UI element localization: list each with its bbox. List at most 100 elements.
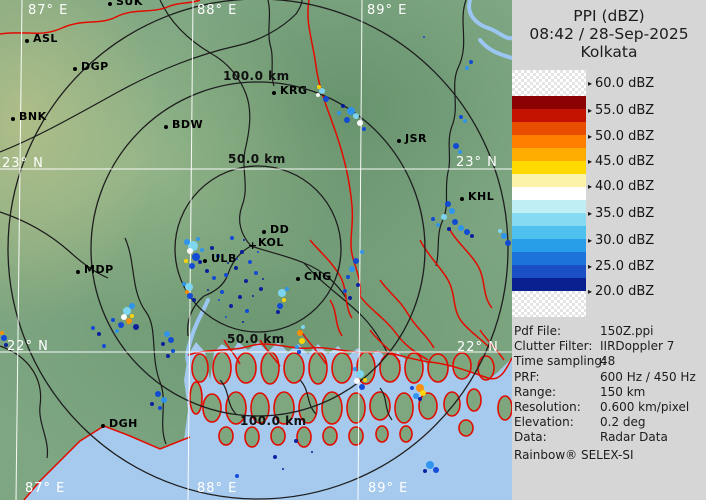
radar-echo	[413, 393, 419, 399]
city-dot	[296, 277, 300, 281]
info-row-label: Range:	[514, 384, 557, 399]
panel-header: PPI (dBZ) 08:42 / 28-Sep-2025 Kolkata	[512, 7, 706, 61]
delta-island	[418, 392, 438, 420]
info-row: Elevation: 0.2 deg	[514, 415, 706, 430]
radar-echo	[465, 66, 469, 70]
state-boundary-red	[479, 329, 505, 361]
district-boundary	[267, 0, 275, 87]
radar-echo	[458, 225, 464, 231]
city-dot	[11, 117, 15, 121]
delta-island	[452, 352, 472, 380]
product-title: PPI (dBZ)	[573, 7, 645, 25]
city-dot	[397, 139, 401, 143]
radar-echo	[218, 299, 220, 301]
radar-echo	[276, 310, 280, 314]
radar-echo	[220, 290, 224, 294]
info-row-value: 150 km	[600, 384, 646, 399]
district-boundary	[124, 237, 167, 445]
radar-echo	[277, 303, 283, 309]
radar-echo	[227, 262, 229, 264]
delta-island	[399, 425, 413, 443]
info-row-value: 150Z.ppi	[600, 324, 654, 338]
legend-color-band	[512, 239, 586, 252]
radar-echo	[348, 296, 352, 300]
radar-echo	[4, 343, 8, 347]
delta-island	[235, 352, 257, 384]
legend-arrow-icon: ▸	[588, 208, 593, 218]
delta-island	[273, 391, 295, 425]
district-boundary	[0, 211, 109, 279]
legend-color-band	[512, 213, 586, 226]
range-ring-label: 50.0 km	[228, 152, 286, 166]
delta-island	[189, 381, 203, 415]
legend-arrow-icon: ▸	[588, 261, 593, 271]
info-row-label: Clutter Filter:	[514, 339, 593, 354]
legend-color-band	[512, 70, 586, 96]
radar-echo	[426, 461, 434, 469]
radar-echo	[200, 248, 204, 252]
radar-echo	[133, 324, 139, 330]
radar-echo	[192, 298, 196, 302]
city-label-cng: CNG	[304, 270, 332, 283]
radar-echo	[359, 384, 365, 390]
state-boundary-red	[223, 339, 241, 365]
radar-echo	[121, 314, 127, 320]
delta-island	[458, 419, 474, 437]
radar-echo	[97, 332, 101, 336]
radar-echo	[416, 384, 424, 392]
radar-echo	[129, 303, 135, 309]
range-ring	[90, 81, 426, 417]
info-row: Resolution: 0.600 km/pixel	[514, 400, 706, 415]
radar-echo	[252, 295, 254, 297]
radar-echo	[357, 120, 363, 126]
info-row-label: Pdf File:	[514, 324, 562, 338]
district-boundary	[447, 0, 467, 173]
state-boundary-red	[23, 425, 191, 500]
radar-echo	[356, 283, 360, 287]
river	[478, 38, 512, 60]
radar-echo	[185, 283, 193, 291]
radar-echo	[238, 295, 242, 299]
radar-echo	[123, 307, 131, 315]
radar-echo	[198, 260, 202, 264]
delta-island	[296, 426, 312, 448]
city-label-khl: KHL	[468, 190, 495, 203]
state-boundary-red	[0, 0, 201, 35]
radar-echo	[189, 263, 195, 269]
longitude-label: 89° E	[367, 3, 408, 18]
radar-echo	[216, 254, 220, 258]
legend-color-band	[512, 291, 586, 317]
radar-echo	[196, 237, 200, 241]
longitude-label: 87° E	[25, 481, 66, 496]
radar-echo	[187, 293, 193, 299]
legend-threshold-text: 40.0 dBZ	[595, 178, 655, 194]
range-ring	[174, 165, 342, 333]
legend-color-band	[512, 96, 586, 109]
delta-island	[497, 395, 512, 421]
radar-echo	[0, 331, 4, 335]
radar-echo	[316, 93, 320, 97]
meridian-line	[15, 0, 23, 500]
delta-island	[308, 351, 328, 385]
radar-echo	[161, 397, 167, 403]
radar-echo	[441, 214, 447, 220]
city-dot	[76, 270, 80, 274]
radar-echo	[262, 278, 264, 280]
info-row: PRF: 600 Hz / 450 Hz	[514, 370, 706, 385]
info-row-value: 0.2 deg	[600, 415, 646, 430]
info-row-value: Radar Data	[600, 430, 668, 445]
radar-echo	[498, 229, 502, 233]
state-boundary-red	[259, 339, 281, 367]
latitude-label: 23° N	[456, 155, 498, 170]
info-row-label: Resolution:	[514, 400, 581, 415]
radar-echo	[184, 259, 188, 263]
info-row: Range: 150 km	[514, 385, 706, 400]
radar-echo	[297, 330, 303, 336]
radar-echo	[102, 344, 106, 348]
radar-echo	[356, 370, 364, 378]
delta-island	[394, 392, 414, 424]
state-boundary-red	[379, 279, 435, 349]
radar-echo	[353, 367, 357, 371]
city-label-asl: ASL	[33, 32, 58, 45]
city-label-dgh: DGH	[109, 417, 138, 430]
